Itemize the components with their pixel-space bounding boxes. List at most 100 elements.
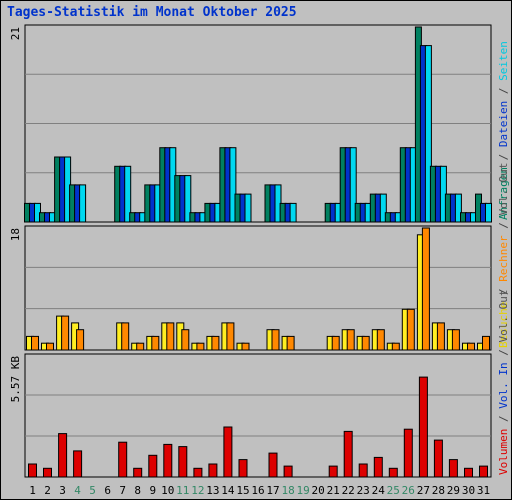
top-scale-label: 21 bbox=[9, 27, 22, 40]
bar-bottom-volumen-day-2 bbox=[43, 467, 52, 478]
bar-middle-rechner-day-11 bbox=[181, 329, 190, 351]
legend-entry: Rechner bbox=[497, 235, 510, 282]
bar-bottom-volumen-day-15 bbox=[238, 459, 248, 478]
bar-middle-rechner-day-27 bbox=[421, 227, 430, 351]
day-label-11: 11 bbox=[176, 484, 189, 497]
bar-bottom-volumen-day-3 bbox=[58, 433, 68, 478]
bar-top-seiten-day-14 bbox=[229, 147, 237, 223]
bar-bottom-volumen-day-18 bbox=[283, 465, 293, 478]
bar-top-seiten-day-18 bbox=[289, 202, 297, 223]
bar-bottom-volumen-day-31 bbox=[479, 465, 488, 478]
day-label-13: 13 bbox=[206, 484, 219, 497]
day-label-25: 25 bbox=[387, 484, 400, 497]
bar-middle-rechner-day-24 bbox=[376, 329, 385, 351]
day-label-10: 10 bbox=[161, 484, 174, 497]
day-label-18: 18 bbox=[281, 484, 294, 497]
bar-bottom-volumen-day-4 bbox=[73, 450, 83, 478]
bar-top-seiten-day-27 bbox=[424, 45, 432, 223]
bar-top-seiten-day-7 bbox=[124, 165, 132, 223]
legend-entry: Vol. Out bbox=[497, 163, 510, 216]
day-label-9: 9 bbox=[149, 484, 156, 497]
day-label-24: 24 bbox=[372, 484, 386, 497]
day-label-15: 15 bbox=[236, 484, 249, 497]
bar-middle-rechner-day-12 bbox=[196, 342, 205, 351]
legend-entry: Dateien bbox=[497, 101, 510, 147]
bar-middle-rechner-day-4 bbox=[76, 329, 85, 351]
bar-bottom-volumen-day-29 bbox=[448, 459, 458, 478]
day-label-3: 3 bbox=[59, 484, 66, 497]
legend-entry: / bbox=[497, 282, 510, 302]
bar-bottom-volumen-day-17 bbox=[268, 452, 278, 478]
legend-entry: Besuche bbox=[497, 302, 510, 348]
bar-middle-rechner-day-21 bbox=[331, 335, 340, 351]
legend-entry: / bbox=[497, 147, 510, 167]
bar-bottom-volumen-day-30 bbox=[464, 467, 473, 478]
bar-bottom-volumen-day-8 bbox=[133, 467, 143, 478]
bar-bottom-volumen-day-12 bbox=[193, 467, 203, 478]
bar-bottom-volumen-day-22 bbox=[343, 430, 353, 478]
bottom-panel-frame bbox=[24, 353, 492, 478]
legend-entry: / bbox=[497, 343, 510, 363]
bar-middle-rechner-day-18 bbox=[286, 335, 295, 351]
bar-top-seiten-day-29 bbox=[454, 193, 462, 223]
bar-middle-rechner-day-3 bbox=[61, 315, 70, 351]
bar-bottom-volumen-day-24 bbox=[373, 456, 383, 478]
bar-bottom-volumen-day-13 bbox=[208, 463, 218, 478]
bar-top-seiten-day-4 bbox=[79, 184, 87, 223]
legend-entry: / bbox=[497, 81, 510, 101]
bar-top-seiten-day-22 bbox=[349, 147, 357, 223]
legend-entry: Vol. In bbox=[497, 362, 510, 408]
bar-bottom-volumen-day-21 bbox=[328, 465, 338, 478]
day-label-22: 22 bbox=[342, 484, 355, 497]
legend-entry: Volumen bbox=[497, 429, 510, 475]
day-label-14: 14 bbox=[221, 484, 235, 497]
day-label-12: 12 bbox=[191, 484, 204, 497]
day-label-31: 31 bbox=[477, 484, 490, 497]
day-label-2: 2 bbox=[44, 484, 51, 497]
bar-middle-rechner-day-29 bbox=[451, 329, 460, 351]
bar-bottom-volumen-day-27 bbox=[418, 376, 428, 478]
bar-middle-rechner-day-1 bbox=[31, 335, 39, 351]
day-label-4: 4 bbox=[74, 484, 81, 497]
bar-bottom-volumen-day-11 bbox=[178, 446, 188, 478]
bar-top-seiten-day-31 bbox=[485, 202, 492, 223]
day-label-1: 1 bbox=[29, 484, 36, 497]
day-label-29: 29 bbox=[447, 484, 460, 497]
bar-bottom-volumen-day-26 bbox=[403, 428, 413, 478]
day-label-21: 21 bbox=[327, 484, 340, 497]
legend-entry: Anfragen bbox=[497, 167, 510, 220]
bar-middle-rechner-day-15 bbox=[241, 342, 250, 351]
day-label-20: 20 bbox=[311, 484, 324, 497]
bar-bottom-volumen-day-9 bbox=[148, 454, 158, 478]
bar-middle-rechner-day-13 bbox=[211, 335, 220, 351]
bar-middle-rechner-day-2 bbox=[46, 342, 54, 351]
bar-bottom-volumen-day-10 bbox=[163, 443, 173, 478]
bottom-scale-label: 5.57 KB bbox=[9, 356, 22, 403]
day-label-27: 27 bbox=[417, 484, 430, 497]
middle-scale-label: 18 bbox=[9, 228, 22, 241]
day-label-23: 23 bbox=[357, 484, 370, 497]
bar-middle-rechner-day-7 bbox=[121, 322, 130, 351]
bar-top-seiten-day-11 bbox=[184, 175, 192, 223]
day-label-30: 30 bbox=[462, 484, 475, 497]
legend-entry: / bbox=[497, 409, 510, 429]
day-label-26: 26 bbox=[402, 484, 415, 497]
bar-top-seiten-day-15 bbox=[244, 193, 252, 223]
legend-entry: Seiten bbox=[497, 41, 510, 81]
day-label-19: 19 bbox=[296, 484, 309, 497]
day-label-6: 6 bbox=[104, 484, 111, 497]
day-label-17: 17 bbox=[266, 484, 279, 497]
bar-middle-rechner-day-10 bbox=[166, 322, 175, 351]
bar-bottom-volumen-day-1 bbox=[28, 463, 37, 478]
top-legend: Anfragen / Dateien / Seiten bbox=[497, 41, 510, 220]
bar-middle-rechner-day-30 bbox=[467, 342, 475, 351]
bottom-legend: Volumen / Vol. In / Vol. Out bbox=[497, 290, 510, 475]
day-label-16: 16 bbox=[251, 484, 264, 497]
bar-middle-rechner-day-14 bbox=[226, 322, 235, 351]
bar-bottom-volumen-day-23 bbox=[358, 463, 368, 478]
bar-bottom-volumen-day-7 bbox=[118, 441, 128, 478]
bar-bottom-volumen-day-14 bbox=[223, 426, 233, 478]
bar-top-seiten-day-24 bbox=[379, 193, 387, 223]
day-label-7: 7 bbox=[119, 484, 126, 497]
